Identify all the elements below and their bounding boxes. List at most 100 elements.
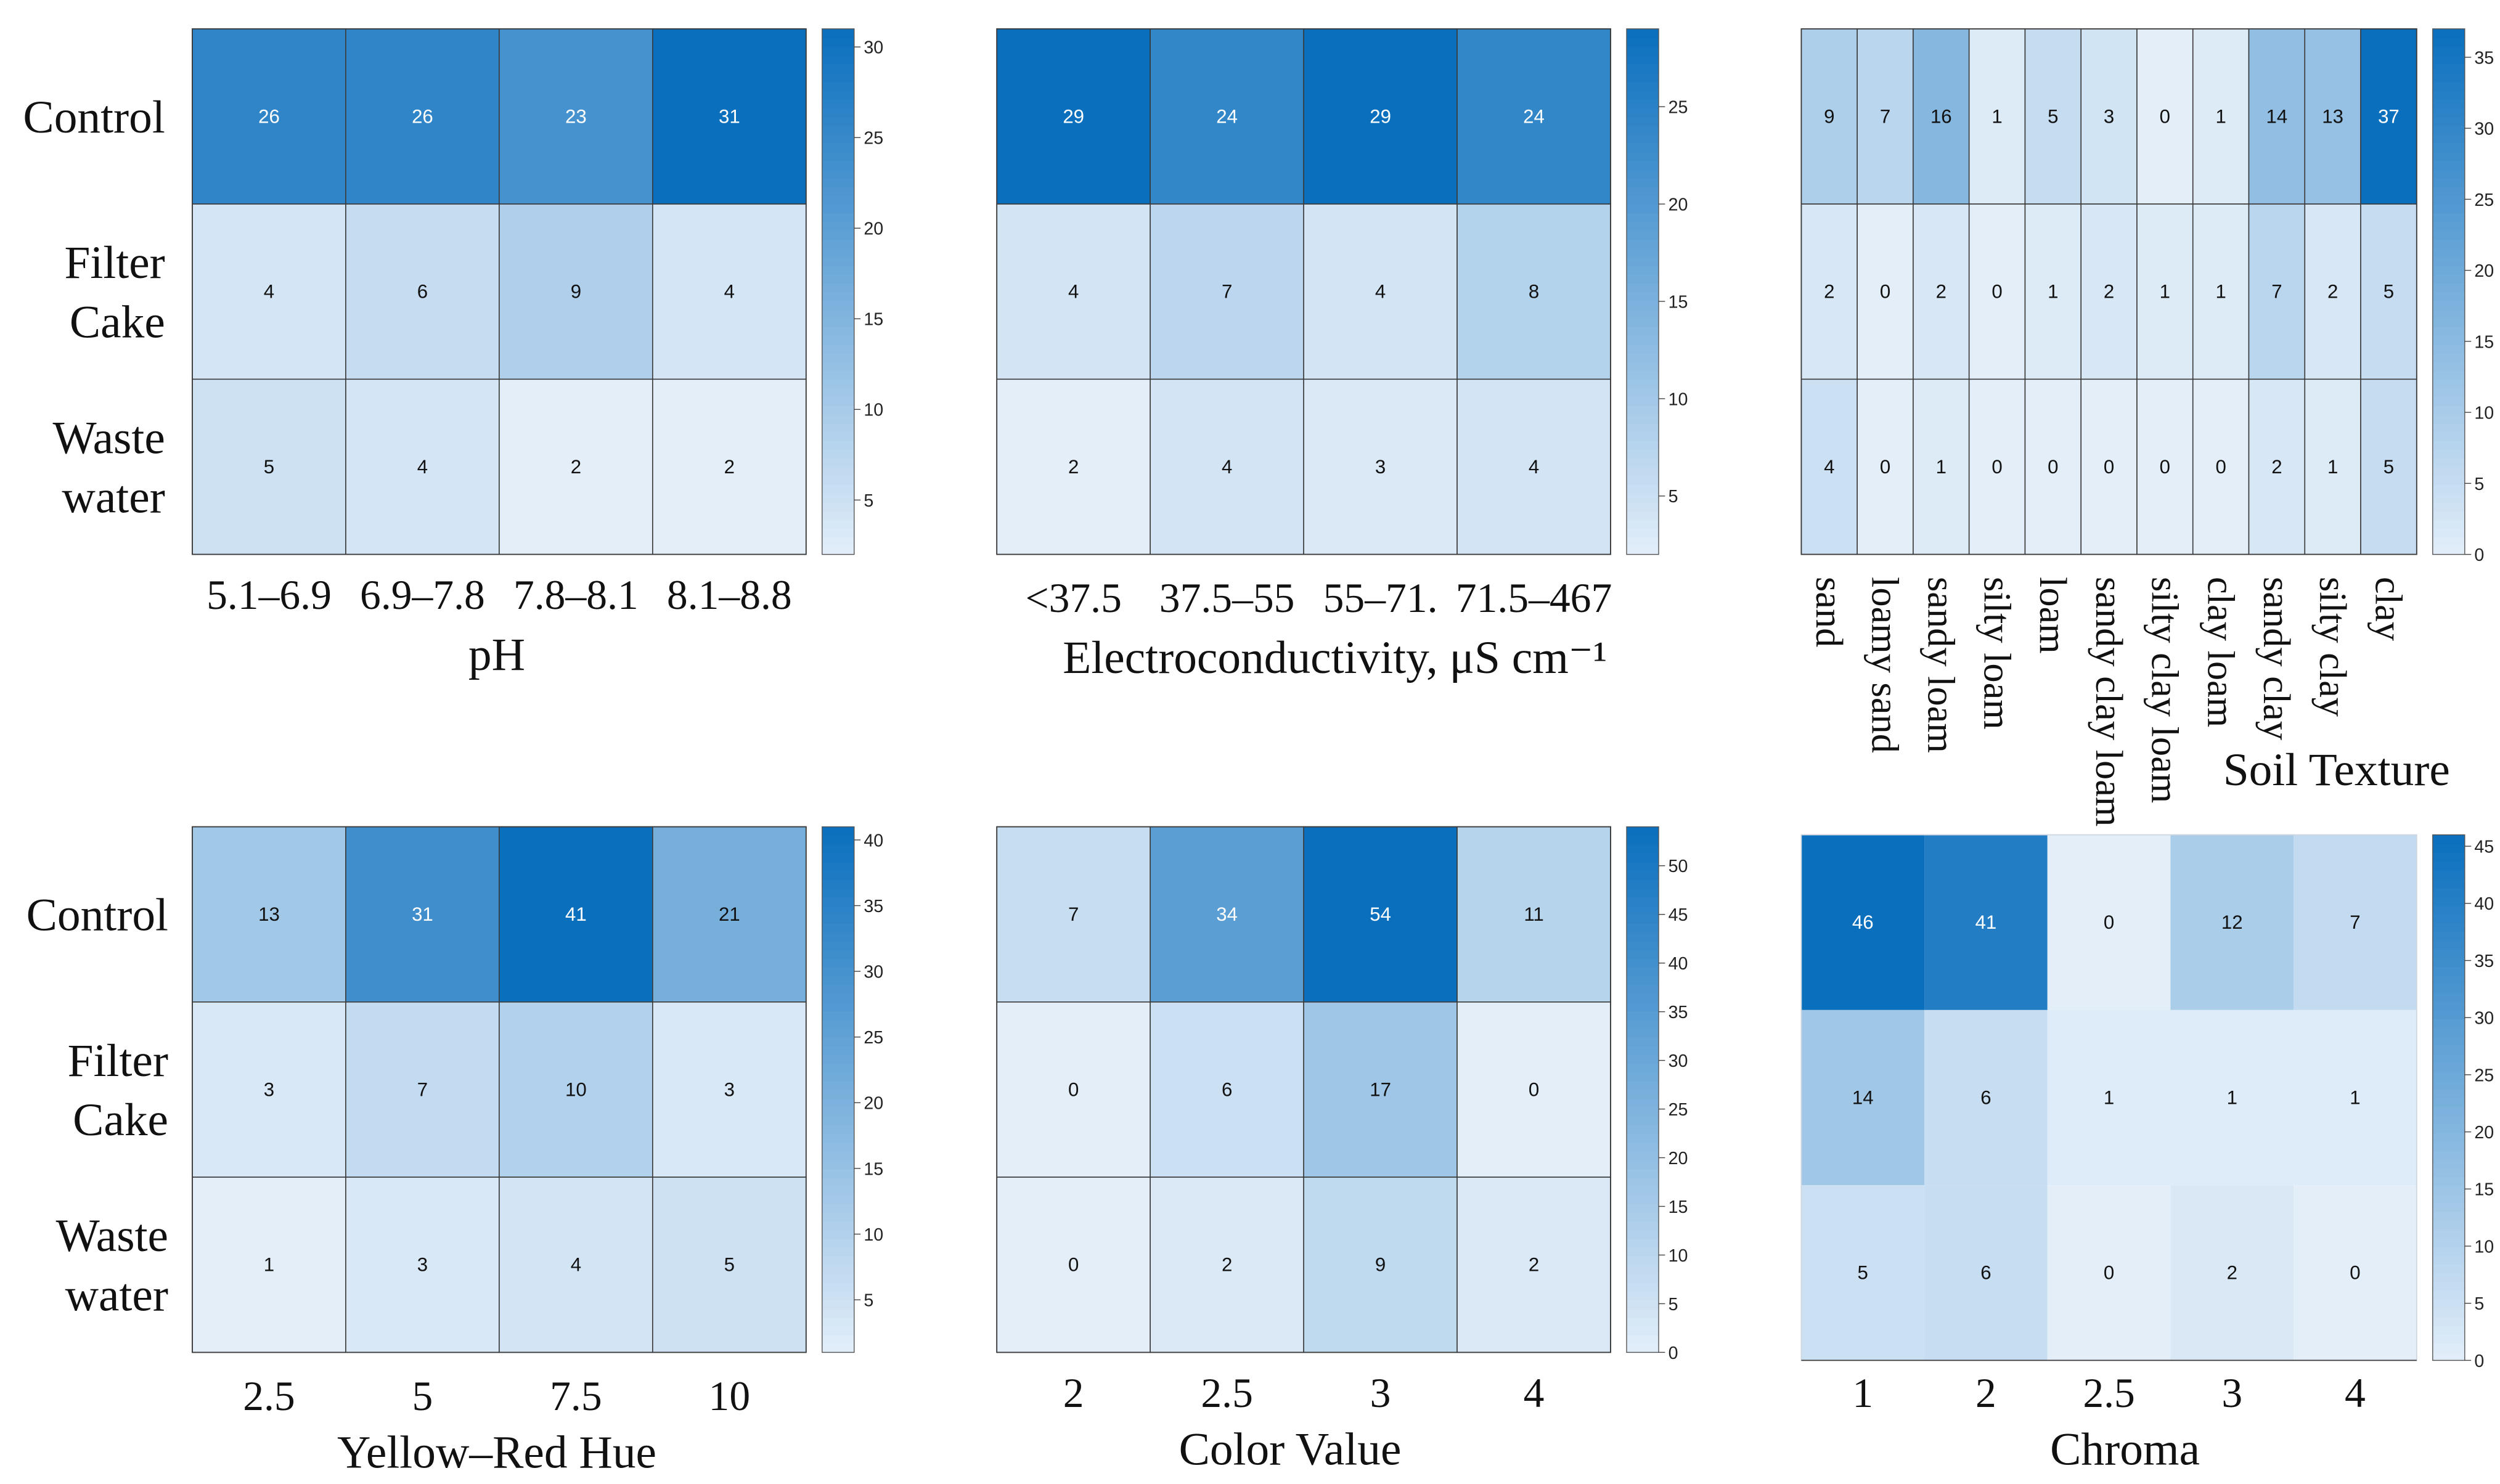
cell-value: 31 (412, 903, 433, 925)
x-tick-label: 6.9–7.8 (360, 572, 485, 618)
colorbar-segment (822, 510, 854, 520)
colorbar-segment (1627, 940, 1659, 950)
cell-value: 4 (571, 1254, 581, 1276)
colorbar-segment (1627, 361, 1659, 372)
colorbar-segment (1627, 423, 1659, 433)
colorbar-tick-label: 25 (1669, 98, 1688, 118)
heatmap-cell (2024, 203, 2082, 380)
cell-value: 1 (1991, 105, 2002, 127)
heatmap-cell (2192, 28, 2250, 205)
heatmap-cell (499, 826, 653, 1003)
cell-value: 5 (1858, 1262, 1868, 1284)
row-label: water (65, 1270, 168, 1321)
colorbar-tick-label: 50 (1669, 857, 1688, 876)
colorbar-segment (822, 370, 854, 380)
x-tick-label: loam (2032, 577, 2074, 654)
cell-value: 7 (2271, 281, 2282, 303)
cell-value: 21 (719, 903, 740, 925)
heatmap-cell (2360, 28, 2417, 205)
heatmap-cell (996, 1176, 1151, 1353)
colorbar-tick-label: 5 (864, 1291, 873, 1311)
colorbar-segment (2432, 1273, 2465, 1282)
colorbar-segment (1627, 195, 1659, 205)
colorbar-segment (1627, 370, 1659, 380)
cell-value: 2 (1068, 456, 1079, 478)
colorbar-segment (2432, 248, 2465, 258)
heatmap-cell (192, 28, 346, 205)
colorbar-segment (822, 1247, 854, 1257)
colorbar-segment (2432, 221, 2465, 231)
colorbar-segment (1627, 55, 1659, 65)
colorbar-segment (1627, 1107, 1659, 1117)
colorbar-segment (1627, 458, 1659, 468)
heatmap-cell (1968, 28, 2026, 205)
x-tick-label: 37.5–55 (1159, 575, 1295, 621)
heatmap-cell (2024, 28, 2082, 205)
colorbar-segment (822, 1090, 854, 1099)
colorbar-segment (2432, 1132, 2465, 1143)
colorbar-segment (2432, 843, 2465, 854)
cell-value: 2 (2227, 1262, 2237, 1284)
colorbar-segment (2432, 502, 2465, 512)
row-label: Waste (56, 1210, 168, 1262)
cell-value: 6 (1980, 1262, 1991, 1284)
heatmap-cell (2170, 1185, 2294, 1361)
colorbar-segment (2432, 484, 2465, 494)
colorbar-tick-label: 15 (864, 310, 883, 330)
heatmap-cell (996, 203, 1151, 380)
colorbar-segment (822, 826, 854, 836)
colorbar-segment (2432, 493, 2465, 503)
colorbar-tick-label: 35 (864, 897, 883, 916)
cell-value: 29 (1063, 105, 1084, 127)
colorbar-segment (1627, 46, 1659, 56)
cell-value: 2 (571, 456, 581, 478)
x-tick-label: <37.5 (1025, 575, 1121, 621)
heatmap-cell (2248, 203, 2306, 380)
colorbar-segment (1627, 221, 1659, 231)
colorbar-segment (2432, 957, 2465, 967)
colorbar-segment (1627, 160, 1659, 170)
colorbar-tick-label: 5 (864, 491, 873, 511)
colorbar-segment (822, 169, 854, 179)
colorbar-tick-label: 25 (2474, 1066, 2494, 1085)
colorbar-segment (822, 923, 854, 933)
cell-value: 1 (2215, 281, 2226, 303)
colorbar-segment (1627, 248, 1659, 258)
colorbar-segment (1627, 976, 1659, 985)
colorbar-segment (2432, 1352, 2465, 1361)
heatmap-cell (652, 203, 807, 380)
colorbar-segment (822, 335, 854, 345)
colorbar-segment (822, 1290, 854, 1301)
x-tick-label: 3 (2221, 1370, 2242, 1416)
colorbar-segment (2432, 1019, 2465, 1029)
heatmap-cell (499, 1176, 653, 1353)
colorbar-segment (822, 1001, 854, 1012)
colorbar-segment (1627, 169, 1659, 179)
colorbar-tick-label: 45 (2474, 838, 2494, 857)
cell-value: 4 (264, 281, 274, 303)
colorbar-segment (2432, 1342, 2465, 1353)
colorbar-segment (822, 1203, 854, 1213)
colorbar-segment (1627, 230, 1659, 240)
colorbar-segment (1627, 335, 1659, 345)
cell-value: 3 (2104, 105, 2114, 127)
cell-value: 2 (1936, 281, 1946, 303)
colorbar-tick-label: 40 (2474, 894, 2494, 914)
colorbar-segment (1627, 256, 1659, 266)
colorbar-segment (1627, 72, 1659, 83)
colorbar-segment (1627, 1142, 1659, 1152)
colorbar-border (822, 826, 855, 1353)
colorbar-segment (1627, 493, 1659, 503)
cell-value: 37 (2378, 105, 2400, 127)
colorbar-segment (2432, 1115, 2465, 1125)
colorbar-segment (1627, 1072, 1659, 1082)
colorbar-segment (822, 1343, 854, 1353)
colorbar-tick-label: 25 (864, 1028, 883, 1048)
colorbar-segment (1627, 879, 1659, 889)
cell-value: 2 (724, 456, 735, 478)
colorbar-segment (2432, 1334, 2465, 1343)
colorbar-segment (1627, 449, 1659, 459)
heatmap-cell (2047, 1185, 2171, 1361)
cell-value: 13 (258, 903, 280, 925)
colorbar-segment (1627, 1186, 1659, 1196)
